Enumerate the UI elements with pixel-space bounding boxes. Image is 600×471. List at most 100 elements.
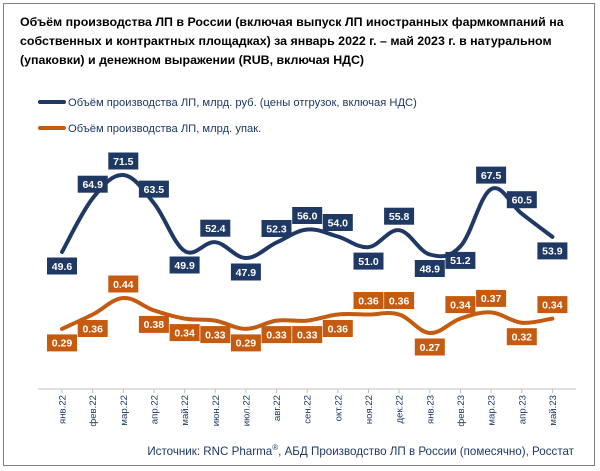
x-tick-label: янв.22	[58, 395, 69, 424]
data-label-text: 0.29	[236, 338, 257, 350]
x-tick-label: май.23	[548, 395, 559, 426]
data-label-rub: 63.5	[138, 180, 169, 198]
data-label-rub: 49.9	[169, 256, 200, 274]
data-label-box	[537, 242, 568, 260]
data-label-text: 0.36	[358, 295, 379, 307]
data-label-packs: 0.36	[77, 320, 108, 337]
data-label-packs: 0.34	[169, 324, 200, 342]
data-label-rub: 55.8	[384, 207, 415, 225]
x-tick-label: ноя.22	[364, 395, 375, 424]
data-label-text: 0.44	[113, 279, 134, 291]
data-label-text: 48.9	[420, 263, 441, 275]
data-label-text: 0.33	[266, 329, 287, 341]
data-label-box	[108, 152, 139, 170]
data-label-rub: 67.5	[476, 166, 507, 184]
data-label-packs: 0.33	[200, 326, 231, 344]
data-label-text: 0.36	[389, 295, 410, 307]
data-label-box	[506, 328, 537, 346]
data-label-packs: 0.27	[414, 338, 445, 356]
x-tick-label: фев.23	[456, 395, 467, 427]
data-label-box	[169, 256, 200, 274]
data-label-box	[476, 289, 507, 307]
data-label-box	[414, 338, 445, 356]
data-label-rub: 52.3	[261, 220, 292, 237]
data-label-box	[261, 220, 292, 237]
data-label-box	[261, 326, 292, 344]
x-tick-label: апр.22	[149, 395, 160, 424]
x-tick-label: янв.23	[425, 395, 436, 424]
data-label-text: 60.5	[512, 195, 533, 207]
data-label-rub: 47.9	[230, 263, 261, 281]
data-label-text: 49.6	[52, 261, 73, 273]
data-label-rub: 56.0	[292, 207, 323, 224]
source-note: Источник: RNC Pharma®, АБД Производство …	[147, 443, 574, 458]
data-label-rub: 51.2	[445, 251, 476, 269]
data-label-text: 67.5	[481, 170, 502, 182]
data-label-box	[292, 326, 323, 344]
data-label-rub: 60.5	[506, 191, 537, 209]
data-label-text: 0.29	[52, 338, 73, 350]
data-label-box	[200, 219, 231, 237]
source-prefix: Источник: RNC Pharma	[147, 444, 273, 458]
data-label-box	[230, 334, 261, 352]
data-label-text: 0.32	[512, 332, 533, 344]
data-label-text: 0.34	[174, 327, 195, 339]
data-label-text: 51.2	[450, 255, 471, 267]
x-tick-label: фев.22	[88, 395, 99, 427]
data-label-packs: 0.38	[138, 315, 169, 333]
data-label-text: 49.9	[174, 260, 195, 272]
data-label-rub: 64.9	[77, 175, 108, 193]
data-label-text: 0.27	[420, 342, 441, 354]
data-label-box	[292, 207, 323, 224]
x-tick-label: сен.22	[303, 395, 314, 424]
data-label-text: 55.8	[389, 211, 410, 223]
data-label-packs: 0.36	[353, 292, 384, 309]
data-label-packs: 0.29	[47, 334, 77, 352]
x-tick-label: июл.22	[241, 395, 252, 426]
data-label-packs: 0.37	[476, 289, 507, 307]
data-label-rub: 48.9	[414, 260, 445, 277]
data-label-box	[445, 251, 476, 269]
x-tick-label: мар.23	[487, 395, 498, 426]
data-label-text: 63.5	[144, 184, 165, 196]
data-label-text: 51.0	[358, 256, 379, 268]
data-label-packs: 0.36	[384, 292, 415, 309]
data-label-box	[47, 334, 77, 352]
data-label-packs: 0.34	[537, 296, 568, 314]
data-label-box	[47, 257, 77, 275]
data-label-box	[414, 260, 445, 277]
data-label-box	[169, 324, 200, 342]
data-label-box	[108, 275, 139, 293]
chart-title: Объём производства ЛП в России (включая …	[20, 15, 564, 67]
legend-label-rub: Объём производства ЛП, млрд. руб. (цены …	[68, 97, 417, 109]
plot-area: 49.6 64.9 71.5 63.5 49.9 52.4 47.9 52.3 56.0 54.0…	[47, 152, 568, 427]
data-label-text: 56.0	[297, 210, 318, 222]
data-label-box	[537, 296, 568, 314]
data-label-rub: 52.4	[200, 219, 231, 237]
legend: Объём производства ЛП, млрд. руб. (цены …	[38, 97, 417, 135]
data-label-box	[138, 315, 169, 333]
data-label-text: 71.5	[113, 156, 134, 168]
data-label-packs: 0.44	[108, 275, 139, 293]
data-label-box	[353, 292, 384, 309]
data-label-packs: 0.33	[261, 326, 292, 344]
data-label-text: 0.33	[205, 329, 226, 341]
data-label-rub: 51.0	[353, 252, 384, 270]
data-label-packs: 0.36	[322, 320, 353, 337]
x-tick-label: дек.22	[395, 395, 406, 423]
data-label-box	[77, 175, 108, 193]
data-label-box	[230, 263, 261, 281]
x-tick-label: мар.22	[119, 395, 130, 426]
x-tick-label: май.22	[180, 395, 191, 426]
data-label-box	[353, 252, 384, 270]
x-tick-label: окт.22	[333, 395, 344, 421]
data-label-text: 64.9	[82, 179, 103, 191]
data-label-box	[506, 191, 537, 209]
data-label-box	[384, 292, 415, 309]
data-label-text: 52.3	[266, 223, 287, 235]
data-label-box	[322, 320, 353, 337]
data-label-text: 0.36	[82, 323, 103, 335]
data-label-text: 0.36	[328, 323, 349, 335]
data-label-text: 52.4	[205, 223, 226, 235]
data-label-text: 0.33	[297, 329, 318, 341]
